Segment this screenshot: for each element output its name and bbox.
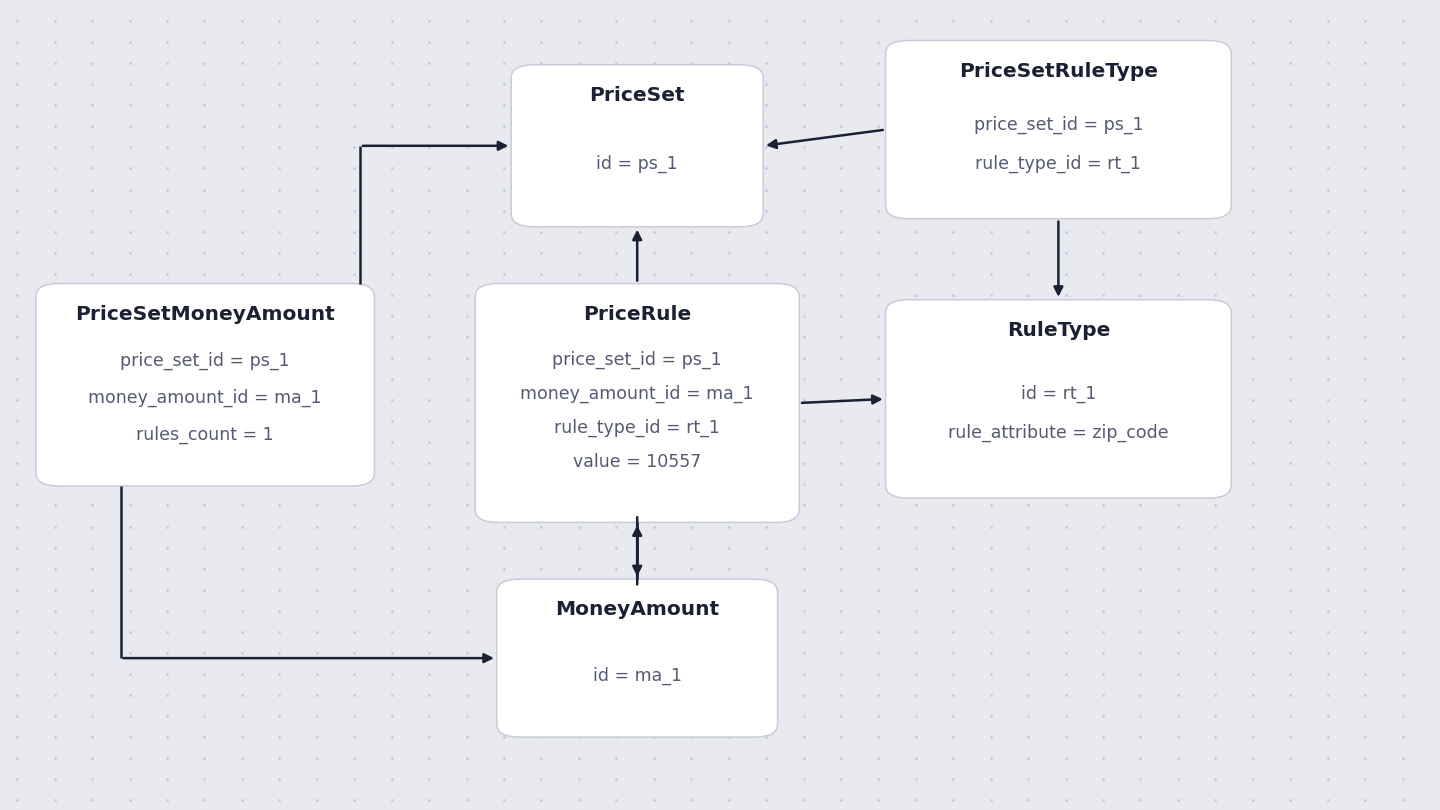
Text: money_amount_id = ma_1: money_amount_id = ma_1 <box>88 389 323 407</box>
FancyBboxPatch shape <box>36 284 374 486</box>
Text: id = rt_1: id = rt_1 <box>1021 385 1096 403</box>
FancyBboxPatch shape <box>497 579 778 737</box>
Text: MoneyAmount: MoneyAmount <box>556 600 719 620</box>
FancyBboxPatch shape <box>886 300 1231 498</box>
Text: price_set_id = ps_1: price_set_id = ps_1 <box>973 116 1143 134</box>
Text: PriceSetMoneyAmount: PriceSetMoneyAmount <box>75 305 336 324</box>
Text: rule_type_id = rt_1: rule_type_id = rt_1 <box>975 155 1142 173</box>
Text: price_set_id = ps_1: price_set_id = ps_1 <box>553 351 721 369</box>
Text: rule_attribute = zip_code: rule_attribute = zip_code <box>948 424 1169 442</box>
Text: rule_type_id = rt_1: rule_type_id = rt_1 <box>554 419 720 437</box>
FancyBboxPatch shape <box>475 284 799 522</box>
Text: rules_count = 1: rules_count = 1 <box>137 426 274 444</box>
Text: money_amount_id = ma_1: money_amount_id = ma_1 <box>520 385 755 403</box>
Text: value = 10557: value = 10557 <box>573 453 701 471</box>
Text: price_set_id = ps_1: price_set_id = ps_1 <box>121 352 289 369</box>
FancyBboxPatch shape <box>511 65 763 227</box>
Text: id = ps_1: id = ps_1 <box>596 155 678 173</box>
Text: id = ma_1: id = ma_1 <box>593 667 681 685</box>
FancyBboxPatch shape <box>886 40 1231 219</box>
Text: PriceSet: PriceSet <box>589 86 685 105</box>
Text: PriceRule: PriceRule <box>583 305 691 324</box>
Text: PriceSetRuleType: PriceSetRuleType <box>959 62 1158 81</box>
Text: RuleType: RuleType <box>1007 321 1110 340</box>
